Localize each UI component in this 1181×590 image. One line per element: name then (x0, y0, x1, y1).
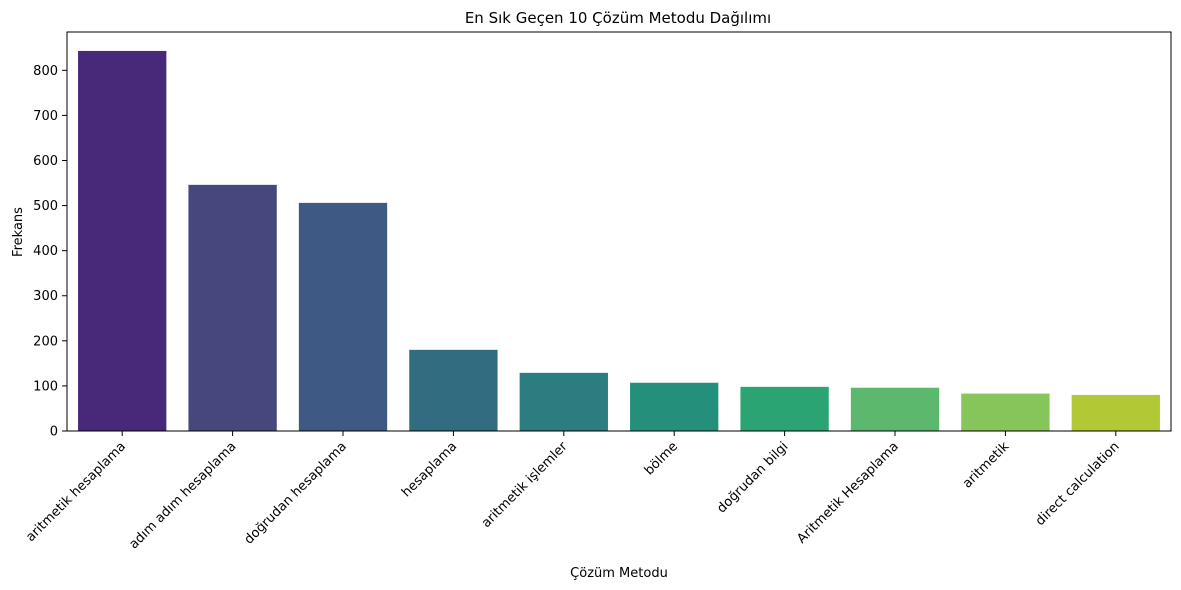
chart-title: En Sık Geçen 10 Çözüm Metodu Dağılımı (465, 9, 771, 27)
x-tick-label: doğrudan bilgi (714, 439, 791, 516)
x-tick-label: adım adım hesaplama (127, 439, 240, 552)
y-tick-label: 200 (33, 334, 58, 349)
x-tick-label: hesaplama (399, 439, 460, 500)
y-tick-label: 700 (33, 109, 58, 124)
x-tick-label: direct calculation (1033, 439, 1123, 529)
bars-layer (78, 50, 1160, 431)
x-tick-label: aritmetik işlemler (479, 439, 571, 531)
y-tick-label: 400 (33, 244, 58, 259)
bar-1 (78, 50, 167, 431)
bar-4 (409, 349, 498, 431)
x-tick-label: Aritmetik Hesaplama (794, 439, 901, 546)
y-tick-label: 500 (33, 199, 58, 214)
y-axis: 0 100 200 300 400 500 600 700 800 (33, 64, 67, 440)
x-tick-label: bölme (642, 439, 681, 478)
bar-10 (1071, 394, 1160, 431)
x-axis-title: Çözüm Metodu (570, 566, 668, 581)
bar-9 (961, 393, 1050, 431)
x-tick-label: aritmetik (960, 439, 1013, 492)
bar-2 (188, 184, 277, 431)
y-tick-label: 0 (50, 425, 58, 440)
bar-8 (850, 387, 940, 431)
bar-5 (519, 372, 608, 431)
bar-3 (298, 202, 388, 431)
y-tick-label: 300 (33, 289, 58, 304)
bar-6 (630, 382, 719, 431)
x-tick-label: aritmetik hesaplama (23, 439, 129, 545)
y-tick-label: 100 (33, 379, 58, 394)
y-tick-label: 600 (33, 154, 58, 169)
y-axis-title: Frekans (11, 207, 26, 257)
plot-frame (66, 31, 1172, 432)
bar-7 (740, 386, 829, 431)
x-tick-label: doğrudan hesaplama (242, 439, 350, 547)
y-tick-label: 800 (33, 64, 58, 79)
